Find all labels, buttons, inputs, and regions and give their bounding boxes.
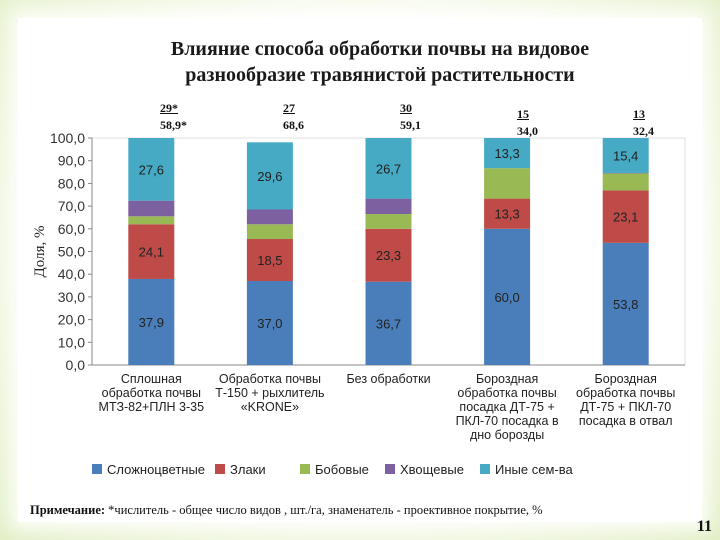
x-tick-label: Обработка почвы xyxy=(219,372,321,386)
y-tick-label: 100,0 xyxy=(50,130,85,146)
x-tick-label: обработка почвы xyxy=(457,386,556,400)
x-tick-label: обработка почвы xyxy=(102,386,201,400)
x-tick-label: МТЗ-82+ПЛН 3-35 xyxy=(99,400,205,414)
data-label: 27,6 xyxy=(139,162,164,177)
data-label: 29,6 xyxy=(257,169,282,184)
bar-segment xyxy=(602,173,649,191)
data-label: 23,1 xyxy=(613,210,638,225)
x-tick-label: Без обработки xyxy=(346,372,430,386)
bar-segment xyxy=(602,242,649,365)
species-fraction-4: 15 34,0 xyxy=(517,106,538,140)
x-tick-label: ДТ-75 + ПКЛ-70 xyxy=(580,400,671,414)
cover-percent: 59,1 xyxy=(400,118,421,132)
stacked-bar-chart: 0,0 10,0 20,0 30,0 40,0 50,0 60,0 70,0 80,0 90,0 1… xyxy=(32,130,686,477)
data-label: 53,8 xyxy=(613,297,638,312)
x-tick-label: ПКЛ-70 посадка в xyxy=(456,414,559,428)
species-fraction-5: 13 32,4 xyxy=(633,106,654,140)
data-label: 15,4 xyxy=(613,148,638,163)
legend-swatch xyxy=(300,464,310,474)
bar-segment xyxy=(128,216,175,225)
title-line-1: Влияние способа обработки почвы на видов… xyxy=(170,38,590,60)
species-count: 27 xyxy=(283,101,295,115)
cover-percent: 32,4 xyxy=(633,124,654,138)
legend-swatch xyxy=(92,464,102,474)
x-tick-label: посадка в отвал xyxy=(579,414,673,428)
x-tick-label: Т-150 + рыхлитель xyxy=(215,386,324,400)
bar-segment xyxy=(246,209,293,225)
legend-label: Бобовые xyxy=(315,462,369,477)
x-tick-label: Бороздная xyxy=(476,372,538,386)
page-number: 11 xyxy=(696,518,712,535)
data-label: 36,7 xyxy=(376,316,401,331)
y-tick-label: 90,0 xyxy=(58,153,85,169)
species-fraction-3: 30 59,1 xyxy=(400,100,421,134)
y-tick-label: 30,0 xyxy=(58,289,85,305)
y-tick-label: 50,0 xyxy=(58,244,85,260)
bar-segment xyxy=(365,214,412,229)
species-count: 15 xyxy=(517,107,529,121)
bar-segment xyxy=(128,138,175,201)
bar-segment xyxy=(602,138,649,173)
y-axis-label: Доля, % xyxy=(32,226,48,278)
y-tick-label: 80,0 xyxy=(58,175,85,191)
bar-segment xyxy=(128,200,175,217)
y-tick-label: 20,0 xyxy=(58,312,85,328)
slide-title: Влияние способа обработки почвы на видов… xyxy=(100,36,660,88)
bar-segment xyxy=(484,198,531,229)
legend-label: Иные сем-ва xyxy=(495,462,573,477)
y-tick-label: 70,0 xyxy=(58,198,85,214)
legend-label: Злаки xyxy=(230,462,266,477)
species-fraction-1: 29* 58,9* xyxy=(160,100,187,134)
y-tick-label: 40,0 xyxy=(58,266,85,282)
cover-percent: 68,6 xyxy=(283,118,304,132)
data-label: 26,7 xyxy=(376,161,401,176)
bar-segment xyxy=(484,228,531,365)
y-tick-label: 60,0 xyxy=(58,221,85,237)
bar-segment xyxy=(365,138,412,199)
x-tick-label: посадка ДТ-75 + xyxy=(459,400,554,414)
legend-swatch xyxy=(480,464,490,474)
title-line-2: разнообразие травянистой растительности xyxy=(185,64,575,86)
cover-percent: 34,0 xyxy=(517,124,538,138)
x-tick-label: «KRONE» xyxy=(241,400,299,414)
bar-segment xyxy=(246,239,293,282)
bar-segment xyxy=(602,190,649,243)
legend-label: Хвощевые xyxy=(400,462,464,477)
bar-segment xyxy=(246,142,293,210)
x-tick-label: дно борозды xyxy=(470,428,544,442)
cover-percent: 58,9* xyxy=(160,118,187,132)
bar-segment xyxy=(365,281,412,365)
data-label: 60,0 xyxy=(494,290,519,305)
data-label: 37,0 xyxy=(257,316,282,331)
bar-segment xyxy=(365,198,412,215)
data-label: 13,3 xyxy=(494,146,519,161)
legend-swatch xyxy=(385,464,395,474)
bar-segment xyxy=(246,281,293,365)
y-tick-label: 10,0 xyxy=(58,334,85,350)
y-tick-label: 0,0 xyxy=(66,357,86,373)
x-tick-label: обработка почвы xyxy=(576,386,675,400)
footnote: Примечание: *числитель - общее число вид… xyxy=(30,503,710,518)
data-label: 24,1 xyxy=(139,245,164,260)
footnote-text: *числитель - общее число видов , шт./га,… xyxy=(108,503,543,517)
bar-segment xyxy=(128,278,175,365)
species-fraction-2: 27 68,6 xyxy=(283,100,304,134)
bar-segment xyxy=(128,224,175,279)
data-label: 23,3 xyxy=(376,248,401,263)
bar-segment xyxy=(484,138,531,169)
bar-segment xyxy=(365,228,412,282)
species-count: 29* xyxy=(160,101,178,115)
x-tick-label: Сплошная xyxy=(121,372,182,386)
bar-segment xyxy=(246,224,293,240)
data-label: 37,9 xyxy=(139,315,164,330)
bar-segment xyxy=(484,168,531,199)
legend-swatch xyxy=(215,464,225,474)
species-count: 30 xyxy=(400,101,412,115)
legend-label: Сложноцветные xyxy=(107,462,205,477)
data-label: 18,5 xyxy=(257,253,282,268)
x-tick-label: Бороздная xyxy=(595,372,657,386)
data-label: 13,3 xyxy=(494,207,519,222)
species-count: 13 xyxy=(633,107,645,121)
footnote-label: Примечание: xyxy=(30,503,106,517)
